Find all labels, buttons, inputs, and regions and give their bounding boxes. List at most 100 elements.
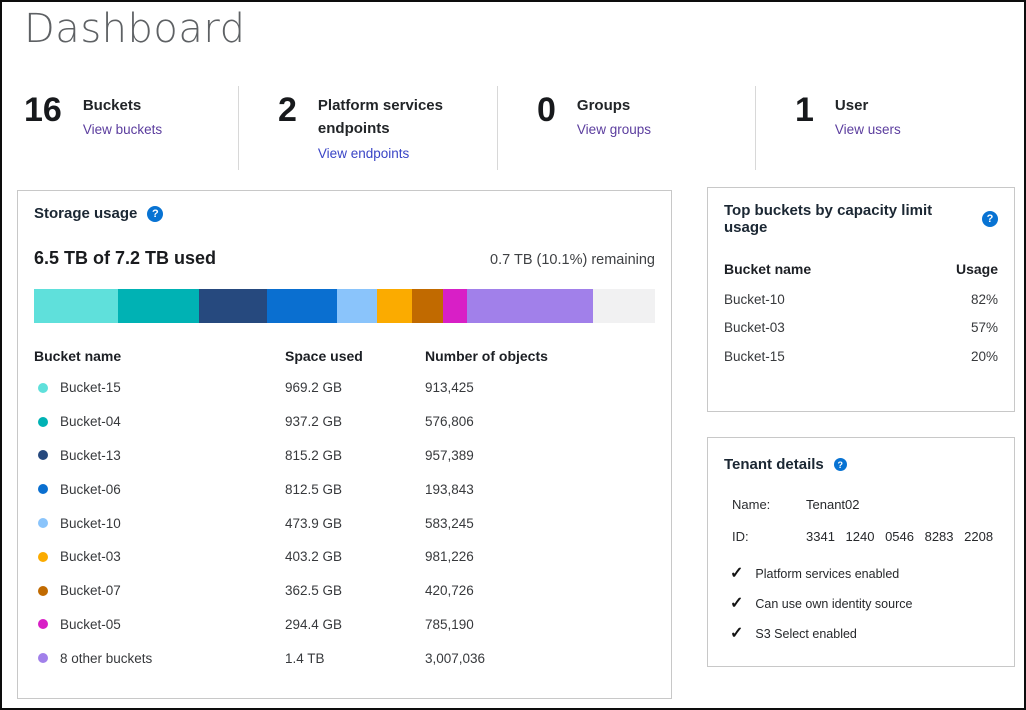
- usage-percent: 82%: [970, 291, 998, 307]
- col-number-objects: Number of objects: [425, 348, 548, 364]
- bucket-name: Bucket-10: [60, 515, 121, 531]
- feature-label: S3 Select enabled: [755, 627, 857, 641]
- bucket-color-dot: [38, 551, 48, 562]
- space-used: 815.2 GB: [285, 447, 343, 463]
- bucket-table-header: Bucket name Space used Number of objects: [34, 341, 655, 371]
- stats-row: 16 Buckets View buckets 2 Platform servi…: [24, 86, 1012, 170]
- help-icon[interactable]: ?: [147, 205, 164, 222]
- col-usage: Usage: [955, 261, 998, 277]
- col-bucket-name: Bucket name: [34, 348, 122, 364]
- top-bucket-row: Bucket-10 82%: [724, 285, 998, 314]
- tenant-details-title: Tenant details: [724, 456, 824, 473]
- bucket-table-row: Bucket-15 969.2 GB 913,425: [34, 371, 655, 405]
- view-buckets-link[interactable]: View buckets: [82, 122, 163, 138]
- space-used: 362.5 GB: [285, 583, 343, 599]
- users-label: User: [834, 97, 869, 114]
- tenant-id-label: ID:: [732, 529, 749, 544]
- tenant-name-label: Name:: [732, 497, 771, 512]
- groups-count: 0: [537, 91, 556, 129]
- col-bucket-name: Bucket name: [724, 261, 812, 277]
- top-buckets-body: Bucket-10 82% Bucket-03 57% Bucket-15 20%: [724, 285, 998, 371]
- endpoints-label: Platform services endpoints: [317, 97, 443, 138]
- storage-remaining: 0.7 TB (10.1%) remaining: [490, 252, 655, 268]
- storage-used-summary: 6.5 TB of 7.2 TB used: [34, 248, 217, 268]
- bar-segment-bucket-13: [199, 289, 268, 323]
- number-of-objects: 193,843: [425, 481, 474, 497]
- top-bucket-row: Bucket-15 20%: [724, 342, 998, 371]
- bucket-name: Bucket-04: [60, 414, 121, 430]
- bucket-table-row: Bucket-04 937.2 GB 576,806: [34, 405, 655, 439]
- bucket-name: Bucket-03: [60, 549, 121, 565]
- bucket-name: Bucket-06: [60, 481, 121, 497]
- bar-segment-8-other-buckets: [467, 289, 593, 323]
- bucket-color-dot: [38, 518, 48, 529]
- tenant-details-panel: Tenant details ? Name: Tenant02 ID: 3341…: [707, 437, 1015, 667]
- bar-segment-bucket-03: [377, 289, 412, 323]
- bucket-table-row: Bucket-06 812.5 GB 193,843: [34, 472, 655, 506]
- tenant-feature-item: ✓ S3 Select enabled: [730, 626, 998, 642]
- tenant-checks: ✓ Platform services enabled ✓ Can use own i…: [724, 566, 998, 642]
- usage-percent: 20%: [970, 348, 998, 364]
- bucket-table-body: Bucket-15 969.2 GB 913,425 Bucket-04 937.2 G…: [34, 371, 655, 675]
- view-endpoints-link[interactable]: View endpoints: [317, 145, 410, 161]
- top-buckets-title: Top buckets by capacity limit usage: [724, 202, 933, 236]
- page-title: Dashboard: [24, 6, 246, 52]
- view-users-link[interactable]: View users: [834, 122, 901, 138]
- space-used: 1.4 TB: [285, 650, 325, 666]
- number-of-objects: 576,806: [425, 414, 474, 430]
- bucket-table-row: 8 other buckets 1.4 TB 3,007,036: [34, 641, 655, 675]
- space-used: 294.4 GB: [285, 616, 343, 632]
- bar-segment-bucket-07: [411, 289, 444, 323]
- bucket-table: Bucket name Space used Number of objects…: [34, 341, 655, 675]
- bucket-name: Bucket-05: [60, 616, 121, 632]
- bar-segment-bucket-04: [117, 289, 200, 323]
- bucket-table-row: Bucket-07 362.5 GB 420,726: [34, 574, 655, 608]
- number-of-objects: 583,245: [425, 515, 474, 531]
- bar-segment-bucket-10: [337, 289, 378, 323]
- bucket-name: Bucket-15: [60, 380, 121, 396]
- users-count: 1: [795, 91, 814, 129]
- buckets-label: Buckets: [82, 97, 142, 114]
- bucket-name: Bucket-10: [724, 291, 785, 307]
- feature-label: Platform services enabled: [755, 567, 900, 581]
- bucket-name: Bucket-13: [60, 447, 121, 463]
- storage-bar: [34, 289, 655, 323]
- number-of-objects: 785,190: [425, 616, 474, 632]
- number-of-objects: 957,389: [425, 447, 474, 463]
- tenant-name-value: Tenant02: [806, 497, 860, 512]
- tenant-feature-item: ✓ Platform services enabled: [730, 566, 998, 582]
- usage-percent: 57%: [970, 320, 998, 336]
- stat-groups: 0 Groups View groups: [497, 86, 755, 170]
- storage-usage-panel: Storage usage ? 6.5 TB of 7.2 TB used 0.…: [17, 190, 672, 699]
- groups-label: Groups: [576, 97, 631, 114]
- bucket-color-dot: [38, 585, 48, 596]
- check-icon: ✓: [730, 595, 744, 612]
- number-of-objects: 420,726: [425, 583, 474, 599]
- view-groups-link[interactable]: View groups: [576, 122, 651, 138]
- space-used: 403.2 GB: [285, 549, 343, 565]
- buckets-count: 16: [24, 91, 62, 129]
- space-used: 812.5 GB: [285, 481, 343, 497]
- check-icon: ✓: [730, 565, 744, 582]
- number-of-objects: 981,226: [425, 549, 474, 565]
- tenant-feature-item: ✓ Can use own identity source: [730, 596, 998, 612]
- bucket-color-dot: [38, 653, 48, 664]
- top-buckets-panel: Top buckets by capacity limit usage ? Bu…: [707, 187, 1015, 412]
- bucket-color-dot: [38, 416, 48, 427]
- help-icon[interactable]: ?: [982, 211, 998, 227]
- bucket-name: Bucket-07: [60, 583, 121, 599]
- bucket-color-dot: [38, 382, 48, 393]
- tenant-id-row: ID: 3341 1240 0546 8283 2208: [732, 529, 998, 544]
- space-used: 473.9 GB: [285, 515, 343, 531]
- help-icon[interactable]: ?: [833, 458, 847, 471]
- space-used: 937.2 GB: [285, 414, 343, 430]
- stat-endpoints: 2 Platform services endpoints View endpo…: [238, 86, 497, 170]
- bar-segment-bucket-05: [443, 289, 468, 323]
- tenant-id-value: 3341 1240 0546 8283 2208: [806, 529, 994, 544]
- number-of-objects: 913,425: [425, 380, 474, 396]
- bucket-table-row: Bucket-13 815.2 GB 957,389: [34, 439, 655, 473]
- endpoints-count: 2: [278, 91, 297, 129]
- bucket-name: Bucket-15: [724, 348, 785, 364]
- col-space-used: Space used: [285, 348, 363, 364]
